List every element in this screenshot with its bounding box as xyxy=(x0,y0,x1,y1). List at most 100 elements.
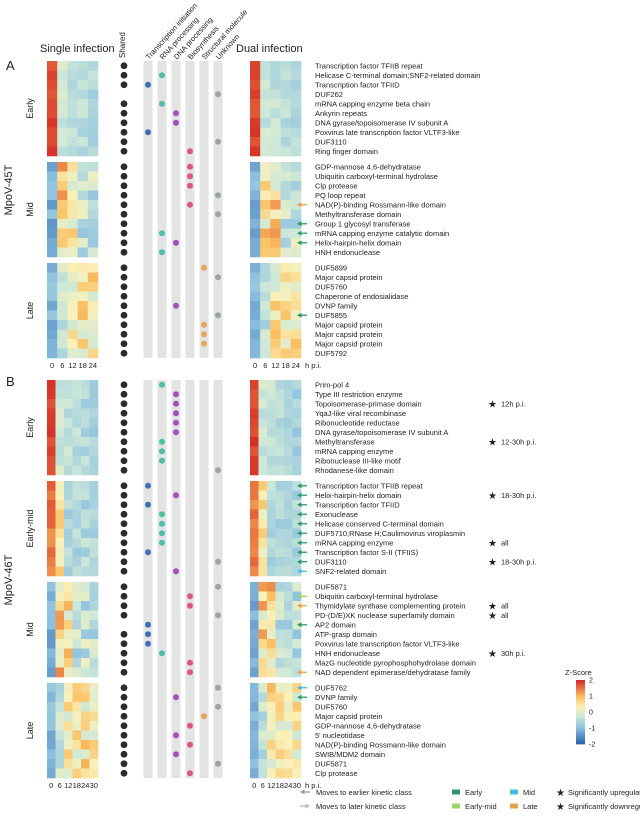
heatmap-cell xyxy=(267,547,276,558)
heatmap-cell xyxy=(89,538,99,548)
gene-label: Rhodanese-like domain xyxy=(315,466,394,475)
legend-class-swatch xyxy=(452,789,460,795)
heatmap-cell xyxy=(89,509,99,520)
heatmap-cell xyxy=(258,721,268,731)
heatmap-cell xyxy=(89,547,99,558)
shared-dot xyxy=(120,491,128,499)
heatmap-cell xyxy=(258,648,268,659)
heatmap-cell xyxy=(72,399,82,409)
shared-header: Shared xyxy=(118,32,127,58)
heatmap-cell xyxy=(64,446,73,457)
category-dot xyxy=(215,583,221,590)
heatmap-cell xyxy=(47,70,58,81)
heatmap-cell xyxy=(87,108,99,119)
gene-label: GDP-mannose 4,6-dehydratase xyxy=(315,722,421,731)
heatmap-cell xyxy=(55,509,65,520)
group-label: Early-mid xyxy=(25,509,35,547)
heatmap-cell xyxy=(260,162,271,172)
heatmap-cell xyxy=(267,749,276,760)
heatmap-cell xyxy=(55,408,65,419)
gene-label: ATP-grasp domain xyxy=(315,630,377,639)
significance-star: ★ xyxy=(488,538,497,549)
x-tick-label: 18 xyxy=(79,361,87,370)
shared-dot xyxy=(120,731,128,739)
heatmap-cell xyxy=(67,348,78,359)
heatmap-cell xyxy=(72,481,82,491)
heatmap-cell xyxy=(55,648,65,659)
heatmap-cell xyxy=(47,667,56,678)
heatmap-cell xyxy=(275,500,285,510)
heatmap-cell xyxy=(81,519,90,529)
shared-dot xyxy=(120,769,128,777)
heatmap-cell xyxy=(258,481,268,491)
heatmap-cell xyxy=(270,190,281,201)
heatmap-cell xyxy=(67,89,78,100)
gene-label: Methyltransferase xyxy=(315,438,375,447)
heatmap-cell xyxy=(72,519,82,529)
heatmap-cell xyxy=(260,181,271,191)
heatmap-cell xyxy=(47,740,56,750)
shared-dot xyxy=(120,548,128,556)
heatmap-cell xyxy=(64,759,73,769)
gene-label: Poxvirus late transcription factor VLTF3… xyxy=(315,128,460,137)
heatmap-cell xyxy=(284,519,293,529)
heatmap-cell xyxy=(267,683,276,693)
heatmap-cell xyxy=(267,509,276,520)
heatmap-cell xyxy=(292,547,302,558)
heatmap-cell xyxy=(292,692,302,703)
heatmap-cell xyxy=(64,538,73,548)
shared-dot xyxy=(120,220,128,228)
heatmap-cell xyxy=(67,247,78,258)
heatmap-cell xyxy=(77,247,89,258)
colorbar-swatch xyxy=(576,720,585,723)
heatmap-cell xyxy=(81,721,90,731)
heatmap-cell xyxy=(250,171,261,182)
heatmap-cell xyxy=(47,329,58,340)
heatmap-cell xyxy=(250,108,261,119)
heatmap-cell xyxy=(267,601,276,611)
heatmap-cell xyxy=(87,339,99,349)
heatmap-cell xyxy=(64,519,73,529)
category-dot xyxy=(201,264,207,271)
heatmap-cell xyxy=(275,702,285,712)
kinetic-arrow-head xyxy=(297,221,302,227)
heatmap-cell xyxy=(284,639,293,649)
heatmap-cell xyxy=(280,282,292,292)
significance-star: ★ xyxy=(488,557,497,568)
heatmap-cell xyxy=(81,591,90,602)
heatmap-cell xyxy=(89,582,99,592)
heatmap-cell xyxy=(72,380,82,390)
category-dot xyxy=(201,331,207,338)
heatmap-cell xyxy=(292,389,302,400)
heatmap-cell xyxy=(47,639,56,649)
x-tick-label: 0 xyxy=(49,781,53,790)
heatmap-cell xyxy=(47,601,56,611)
heatmap-cell xyxy=(89,490,99,501)
heatmap-cell xyxy=(290,162,302,172)
heatmap-cell xyxy=(260,70,271,81)
gene-label: DUF5762 xyxy=(315,684,347,693)
heatmap-cell xyxy=(280,310,292,321)
category-dot xyxy=(187,770,193,777)
heatmap-cell xyxy=(258,620,268,630)
heatmap-cell xyxy=(284,490,293,501)
heatmap-cell xyxy=(270,137,281,147)
significance-star: ★ xyxy=(488,491,497,502)
heatmap-cell xyxy=(258,380,268,390)
heatmap-cell xyxy=(270,310,281,321)
heatmap-cell xyxy=(250,389,259,400)
heatmap-cell xyxy=(87,310,99,321)
heatmap-cell xyxy=(55,481,65,491)
heatmap-cell xyxy=(47,80,58,90)
kinetic-arrow-head xyxy=(297,230,302,236)
heatmap-cell xyxy=(250,446,259,457)
heatmap-cell xyxy=(290,329,302,340)
heatmap-cell xyxy=(64,418,73,428)
heatmap-cell xyxy=(72,711,82,722)
category-dot xyxy=(173,419,179,426)
colorbar-swatch xyxy=(576,680,585,683)
shared-dot xyxy=(120,640,128,648)
heatmap-cell xyxy=(290,310,302,321)
category-dot xyxy=(173,410,179,417)
